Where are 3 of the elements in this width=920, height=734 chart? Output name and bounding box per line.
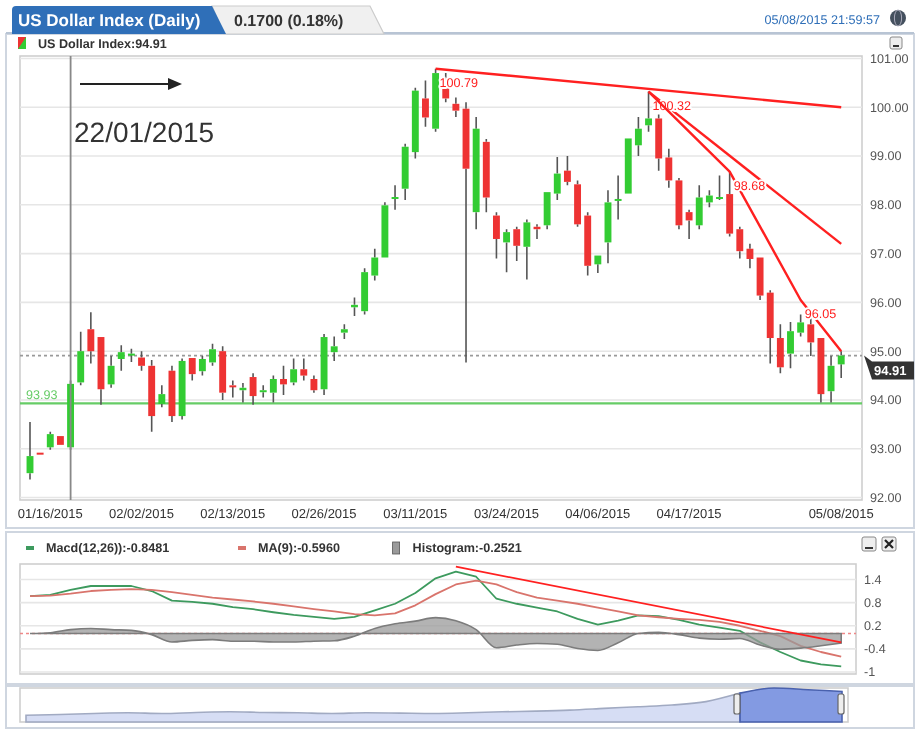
chart-title: US Dollar Index (Daily) (18, 10, 201, 30)
chart-subtitle: 0.1700 (0.18%) (234, 12, 345, 30)
annotation: 22/01/2015 (74, 116, 215, 148)
